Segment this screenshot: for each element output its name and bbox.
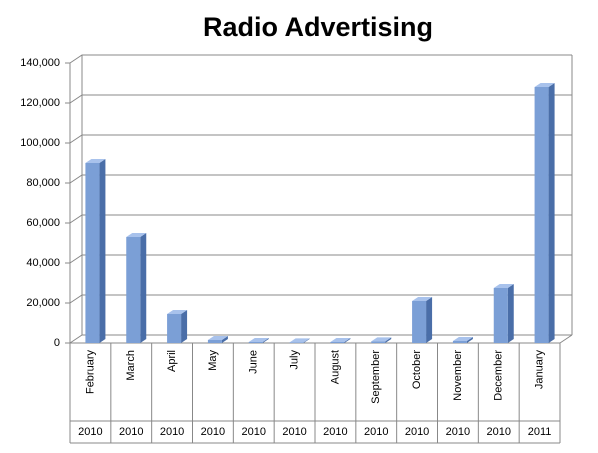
bar-top — [493, 284, 514, 288]
bar-top — [412, 297, 433, 301]
bar-side — [181, 310, 188, 343]
bar-side — [344, 338, 351, 343]
bar-side — [466, 337, 473, 343]
bar — [85, 163, 100, 343]
bar-top — [330, 338, 351, 342]
x-tick-label: May — [207, 350, 219, 371]
bar — [207, 340, 222, 343]
bar — [330, 342, 345, 343]
bar — [167, 314, 182, 343]
x-tick-label: October — [411, 350, 423, 389]
bar-side — [385, 337, 392, 343]
bar — [248, 342, 263, 343]
bar — [126, 237, 141, 343]
y-tick-label: 60,000 — [26, 217, 60, 229]
floor-edge — [559, 334, 573, 344]
bar-side — [262, 338, 269, 343]
y-tick-label: 100,000 — [20, 137, 60, 149]
grid-line — [69, 174, 572, 184]
x-group-label: 2011 — [528, 426, 552, 438]
x-tick-label: November — [452, 350, 464, 401]
bar-top — [534, 83, 555, 87]
bar-side — [548, 83, 555, 343]
grid-line — [69, 54, 572, 64]
bar — [534, 87, 549, 343]
chart-title: Radio Advertising — [203, 12, 433, 42]
y-tick-label: 80,000 — [26, 177, 60, 189]
x-group-label: 2010 — [242, 426, 266, 438]
x-group-label: 2010 — [405, 426, 429, 438]
x-group-label: 2010 — [78, 426, 102, 438]
x-group-label: 2010 — [487, 426, 511, 438]
x-group-label: 2010 — [364, 426, 388, 438]
bar — [452, 341, 467, 343]
bar — [493, 288, 508, 343]
grid-line — [69, 294, 572, 304]
bar — [371, 341, 386, 343]
x-tick-label: August — [329, 350, 341, 384]
x-tick-label: December — [493, 350, 505, 401]
x-group-label: 2010 — [446, 426, 470, 438]
x-group-label: 2010 — [201, 426, 225, 438]
x-tick-label: March — [125, 350, 137, 381]
x-group-label: 2010 — [282, 426, 306, 438]
y-tick-label: 0 — [54, 337, 60, 349]
bar-top — [167, 310, 188, 314]
bar-top — [371, 337, 392, 342]
bar-top — [248, 338, 269, 342]
grid-line — [69, 214, 572, 224]
x-tick-label: June — [248, 350, 260, 374]
bar — [289, 342, 304, 343]
bar-side — [99, 159, 106, 343]
y-tick-label: 120,000 — [20, 97, 60, 109]
y-tick-label: 140,000 — [20, 57, 60, 69]
bar-top — [452, 337, 473, 341]
y-tick-label: 20,000 — [26, 297, 60, 309]
y-tick-label: 40,000 — [26, 257, 60, 269]
x-group-label: 2010 — [160, 426, 184, 438]
bar-side — [140, 233, 147, 343]
x-tick-label: April — [166, 350, 178, 372]
x-group-label: 2010 — [323, 426, 347, 438]
bar-side — [303, 338, 310, 343]
grid-line — [69, 134, 572, 144]
x-tick-label: September — [370, 350, 382, 404]
bar-side — [507, 284, 514, 343]
grid-line — [69, 334, 572, 344]
x-tick-label: January — [533, 350, 545, 390]
x-tick-label: February — [84, 350, 96, 395]
bar-side — [221, 336, 228, 343]
bar-side — [426, 297, 433, 343]
bar — [412, 301, 427, 343]
bar-top — [289, 338, 310, 343]
grid-line — [69, 254, 572, 264]
bar-top — [207, 336, 228, 340]
grid-line — [69, 94, 572, 104]
bar-top — [85, 159, 106, 163]
x-group-label: 2010 — [119, 426, 143, 438]
x-tick-label: July — [288, 350, 300, 370]
bar-top — [126, 233, 147, 237]
